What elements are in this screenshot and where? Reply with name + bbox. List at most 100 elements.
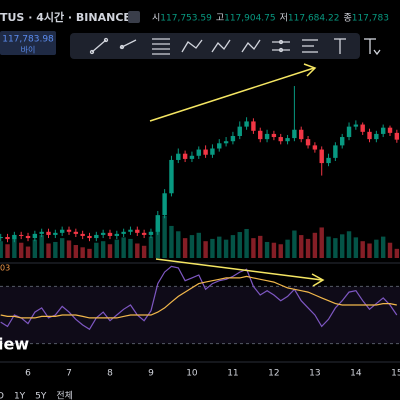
candle-body	[141, 232, 147, 235]
volume-bar	[333, 238, 338, 258]
tool-bars[interactable]	[302, 39, 318, 53]
candle-body	[53, 232, 58, 235]
volume-bar	[121, 237, 126, 258]
tool-trendline[interactable]	[89, 37, 109, 55]
tool-path[interactable]	[181, 39, 203, 53]
volume-bar	[264, 241, 270, 258]
candle-body	[148, 231, 154, 235]
price-box[interactable]	[0, 31, 56, 55]
volume-bar	[346, 231, 352, 258]
candle-body	[107, 232, 113, 236]
range-button[interactable]: 5Y	[35, 392, 47, 400]
volume-bar	[299, 235, 304, 258]
ohlc-key: 고	[216, 14, 224, 24]
range-button[interactable]: 전체	[56, 391, 73, 400]
volume-bar	[107, 244, 113, 258]
range-button[interactable]: D	[0, 392, 4, 400]
price-label: 117,783.98	[2, 35, 54, 45]
volume-bar	[25, 246, 31, 258]
range-button[interactable]: 1Y	[14, 392, 26, 400]
volume-bar	[32, 239, 38, 258]
indicator-label: 03	[0, 264, 10, 273]
candle-body	[169, 159, 174, 194]
volume-bar	[305, 238, 311, 258]
candle-body	[46, 231, 51, 235]
icon[interactable]	[128, 11, 140, 23]
volume-bar	[367, 243, 372, 258]
volume-bar	[271, 242, 277, 258]
x-tick-label: 10	[186, 369, 198, 379]
candle-body	[319, 149, 324, 164]
candle-body	[66, 229, 72, 232]
candle-body	[73, 231, 79, 234]
tool-text-size[interactable]	[364, 38, 381, 56]
volume-bar	[169, 225, 174, 258]
volume-bar	[312, 232, 318, 258]
candle-body	[25, 235, 31, 239]
volume-bar	[353, 237, 359, 258]
candle-body	[285, 138, 290, 142]
volume-bar	[5, 244, 10, 258]
candle-body	[59, 229, 65, 233]
volume-bar	[128, 238, 133, 258]
volume-bar	[162, 216, 167, 258]
candle-body	[0, 237, 3, 239]
candle-body	[333, 145, 338, 158]
candle-body	[32, 233, 38, 239]
candle-body	[128, 229, 133, 232]
volume-bar	[230, 235, 236, 258]
volume-bar	[141, 245, 147, 258]
rsi-line	[0, 265, 398, 331]
volume-bar	[292, 230, 297, 258]
candle-body	[299, 129, 304, 140]
candle-body	[162, 193, 167, 216]
candle-body	[155, 215, 160, 232]
candle-body	[87, 235, 92, 239]
tool-abcd[interactable]	[241, 39, 261, 53]
candle-body	[80, 233, 85, 236]
plot-area	[0, 86, 400, 331]
candle-body	[353, 124, 359, 127]
volume-bar	[53, 241, 58, 258]
candle-body	[244, 121, 249, 127]
candle-body	[360, 124, 365, 132]
ohlc-key: 저	[280, 13, 288, 24]
volume-bar	[210, 238, 215, 258]
volume-bar	[100, 241, 106, 258]
volume-bar	[12, 238, 17, 258]
volume-bar	[148, 236, 154, 258]
volume-bar	[155, 221, 160, 258]
volume-bar	[244, 228, 249, 258]
candle-body	[135, 229, 140, 233]
ohlc-value: 117,783	[352, 14, 389, 24]
tool-fib[interactable]	[152, 38, 170, 55]
candle-body	[305, 139, 311, 146]
ohlc-value: 117,684.22	[288, 14, 340, 24]
volume-bar	[18, 242, 24, 258]
candle-body	[217, 143, 222, 149]
candle-body	[39, 231, 44, 234]
arrow-head	[303, 63, 317, 77]
tool-ray[interactable]	[119, 39, 137, 50]
candle-body	[394, 132, 400, 140]
candle-body	[264, 133, 270, 140]
volume-bar	[380, 236, 386, 258]
tool-wave[interactable]	[211, 39, 231, 53]
ohlc-key: 종	[343, 13, 351, 24]
volume-bar	[87, 248, 92, 258]
candle-body	[380, 127, 386, 134]
volume-bar	[251, 238, 256, 258]
volume-bar	[59, 238, 65, 258]
volume-bar	[80, 247, 85, 258]
volume-bar	[114, 239, 120, 258]
candle-body	[367, 131, 372, 140]
candle-body	[251, 121, 256, 131]
trend-arrow	[155, 258, 323, 281]
tool-levels[interactable]	[272, 39, 290, 53]
range-buttons: D 1Y 5Y 전체	[0, 391, 73, 400]
volume-bar	[73, 245, 79, 258]
candle-body	[312, 145, 318, 150]
volume-bar	[237, 232, 242, 258]
tool-text[interactable]	[334, 38, 346, 54]
